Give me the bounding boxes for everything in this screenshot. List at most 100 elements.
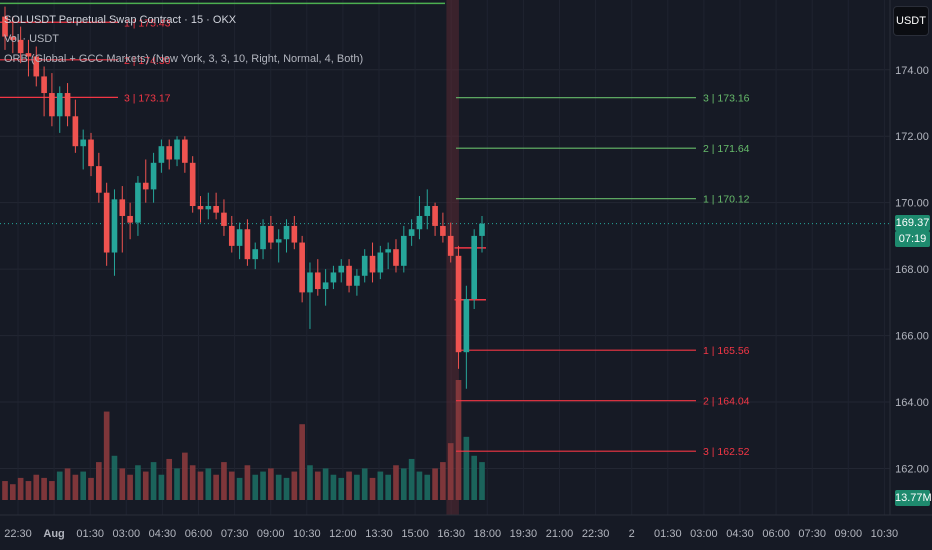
candle-body xyxy=(314,272,321,290)
volume-bar xyxy=(174,468,180,500)
volume-bar xyxy=(260,471,266,500)
right-level-label-up: 3 | 173.16 xyxy=(703,93,750,105)
volume-bar xyxy=(213,474,219,500)
bar-countdown-tag: 07:19 xyxy=(895,231,930,247)
candle xyxy=(275,229,282,263)
candle-body xyxy=(322,282,329,290)
candle xyxy=(268,215,274,250)
candle xyxy=(96,152,102,203)
time-tick-label: 22:30 xyxy=(582,528,610,540)
time-tick-label: 06:00 xyxy=(762,528,790,540)
candle-body xyxy=(479,223,485,236)
candle xyxy=(361,249,368,283)
candle-body xyxy=(463,299,470,353)
candle xyxy=(236,222,243,260)
candle xyxy=(393,239,399,273)
volume-bar xyxy=(361,468,368,500)
volume-bar xyxy=(338,477,345,500)
candle-body xyxy=(440,225,446,236)
candle-body xyxy=(424,206,431,216)
candle xyxy=(142,159,149,203)
volume-bar xyxy=(111,455,118,500)
left-level-label: 1 | 175.43 xyxy=(124,17,171,29)
time-tick-label: 13:30 xyxy=(365,528,393,540)
candle xyxy=(400,225,407,273)
volume-bar xyxy=(197,471,204,500)
candle-body xyxy=(236,229,243,246)
volume-bar xyxy=(455,380,462,500)
candle-body xyxy=(221,212,227,226)
candle-body xyxy=(33,56,40,77)
volume-bar xyxy=(291,471,298,500)
volume-bar xyxy=(393,465,399,500)
volume-bar xyxy=(416,471,423,500)
candle xyxy=(197,196,204,223)
volume-bar xyxy=(2,481,8,500)
candle xyxy=(25,39,32,77)
volume-bar xyxy=(135,465,141,500)
volume-bar xyxy=(103,411,110,500)
candle xyxy=(64,83,71,127)
candle-body xyxy=(158,146,165,163)
volume-bar xyxy=(49,481,55,500)
candle-body xyxy=(111,199,118,253)
volume-bar xyxy=(182,452,188,500)
right-level-label-up: 2 | 171.64 xyxy=(703,143,750,155)
candle-body xyxy=(96,166,102,193)
candle xyxy=(408,219,415,246)
volume-bar xyxy=(252,474,259,500)
candle xyxy=(260,219,266,260)
candle xyxy=(72,99,79,153)
volume-bar xyxy=(88,477,94,500)
candle-body xyxy=(103,192,110,253)
volume-legend[interactable]: Vol · USDT xyxy=(4,33,60,45)
candle-body xyxy=(72,116,79,147)
time-tick-label: 15:00 xyxy=(401,528,429,540)
currency-button[interactable]: USDT xyxy=(893,6,929,36)
volume-bar xyxy=(385,474,391,500)
price-tick-label: 166.00 xyxy=(895,331,929,343)
candle-body xyxy=(174,139,180,160)
time-tick-label: 03:00 xyxy=(690,528,718,540)
indicator-legend[interactable]: ORB (Global + GCC Markets) (New York, 3,… xyxy=(4,53,364,65)
candle xyxy=(205,192,212,220)
volume-bar xyxy=(236,477,243,500)
candle-body xyxy=(471,235,477,300)
volume-bar xyxy=(41,477,47,500)
time-tick-label: 10:30 xyxy=(293,528,321,540)
time-tick-label: Aug xyxy=(43,528,64,540)
volume-bar xyxy=(307,465,313,500)
volume-bar xyxy=(377,471,384,500)
candle-body xyxy=(228,225,235,246)
volume-bar xyxy=(408,458,415,500)
candle xyxy=(158,139,165,173)
candle xyxy=(119,186,126,253)
candle xyxy=(252,242,259,270)
right-level-label-up: 1 | 170.12 xyxy=(703,194,750,206)
symbol-title[interactable]: SOLUSDT Perpetual Swap Contract · 15 · O… xyxy=(4,14,237,26)
candle xyxy=(338,259,345,283)
candle-body xyxy=(182,139,188,163)
price-tick-label: 172.00 xyxy=(895,131,929,143)
candle xyxy=(111,189,118,276)
volume-bar xyxy=(56,471,63,500)
candle xyxy=(291,215,298,250)
candle xyxy=(440,212,446,243)
candle-body xyxy=(10,36,16,40)
candle-body xyxy=(338,265,345,273)
candle-body xyxy=(135,182,141,223)
price-tick-label: 162.00 xyxy=(895,463,929,475)
candle xyxy=(103,182,110,266)
time-tick-label: 07:30 xyxy=(221,528,249,540)
candle xyxy=(432,202,438,236)
candle xyxy=(33,46,40,87)
time-tick-label: 03:00 xyxy=(113,528,141,540)
volume-bar xyxy=(463,436,470,500)
volume-bar xyxy=(275,474,282,500)
candle-body xyxy=(17,39,24,54)
price-axis[interactable]: 162.00 164.00 166.00 168.00 170.00 172.00 174.… xyxy=(889,0,929,515)
time-axis[interactable]: 22:30 Aug 01:30 03:00 04:30 06:00 07:30 09:00 10… xyxy=(0,514,932,540)
volume-bar xyxy=(314,471,321,500)
candle-body xyxy=(41,76,47,94)
